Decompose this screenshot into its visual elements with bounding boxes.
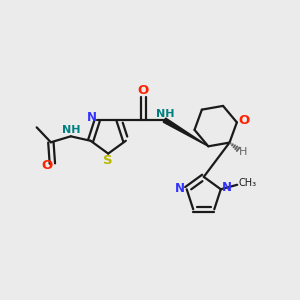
- Text: NH: NH: [62, 125, 81, 135]
- Text: O: O: [41, 159, 52, 172]
- Text: N: N: [87, 111, 97, 124]
- Text: O: O: [138, 84, 149, 97]
- Text: CH₃: CH₃: [238, 178, 257, 188]
- Text: H: H: [238, 146, 247, 157]
- Text: NH: NH: [156, 109, 174, 118]
- Text: N: N: [175, 182, 185, 195]
- Text: O: O: [239, 114, 250, 128]
- Text: S: S: [103, 154, 113, 167]
- Polygon shape: [163, 118, 208, 146]
- Text: N: N: [222, 181, 233, 194]
